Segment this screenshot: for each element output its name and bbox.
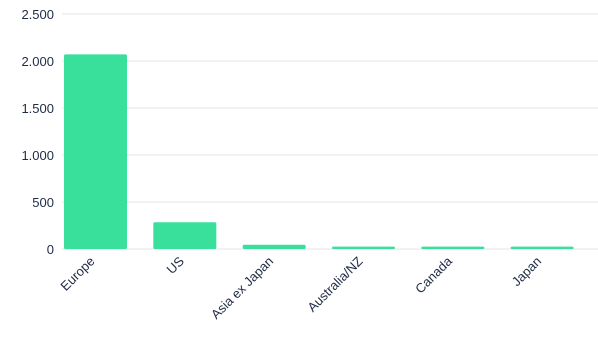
x-tick-label: Japan — [509, 254, 545, 290]
bars — [64, 54, 574, 249]
x-tick-label: Canada — [412, 253, 455, 296]
x-axis-labels: Europe US Asia ex Japan Australia/NZ Canada J… — [57, 253, 544, 322]
x-tick-label: Asia ex Japan — [208, 254, 276, 322]
y-tick-label: 1.000 — [21, 148, 54, 163]
y-axis-ticks: 0 500 1.000 1.500 2.000 2.500 — [21, 7, 54, 257]
bar — [64, 54, 127, 249]
bar — [153, 222, 217, 249]
x-tick-label: US — [164, 253, 188, 277]
grid-lines — [62, 13, 598, 250]
bar — [242, 244, 306, 249]
x-tick-label: Europe — [57, 254, 97, 294]
bar — [421, 246, 485, 249]
bar — [332, 246, 395, 249]
y-tick-label: 0 — [47, 242, 54, 257]
y-tick-label: 1.500 — [21, 101, 54, 116]
bar — [510, 246, 574, 249]
y-tick-label: 2.500 — [21, 7, 54, 22]
y-tick-label: 500 — [32, 195, 54, 210]
y-tick-label: 2.000 — [21, 54, 54, 69]
x-tick-label: Australia/NZ — [304, 253, 365, 314]
